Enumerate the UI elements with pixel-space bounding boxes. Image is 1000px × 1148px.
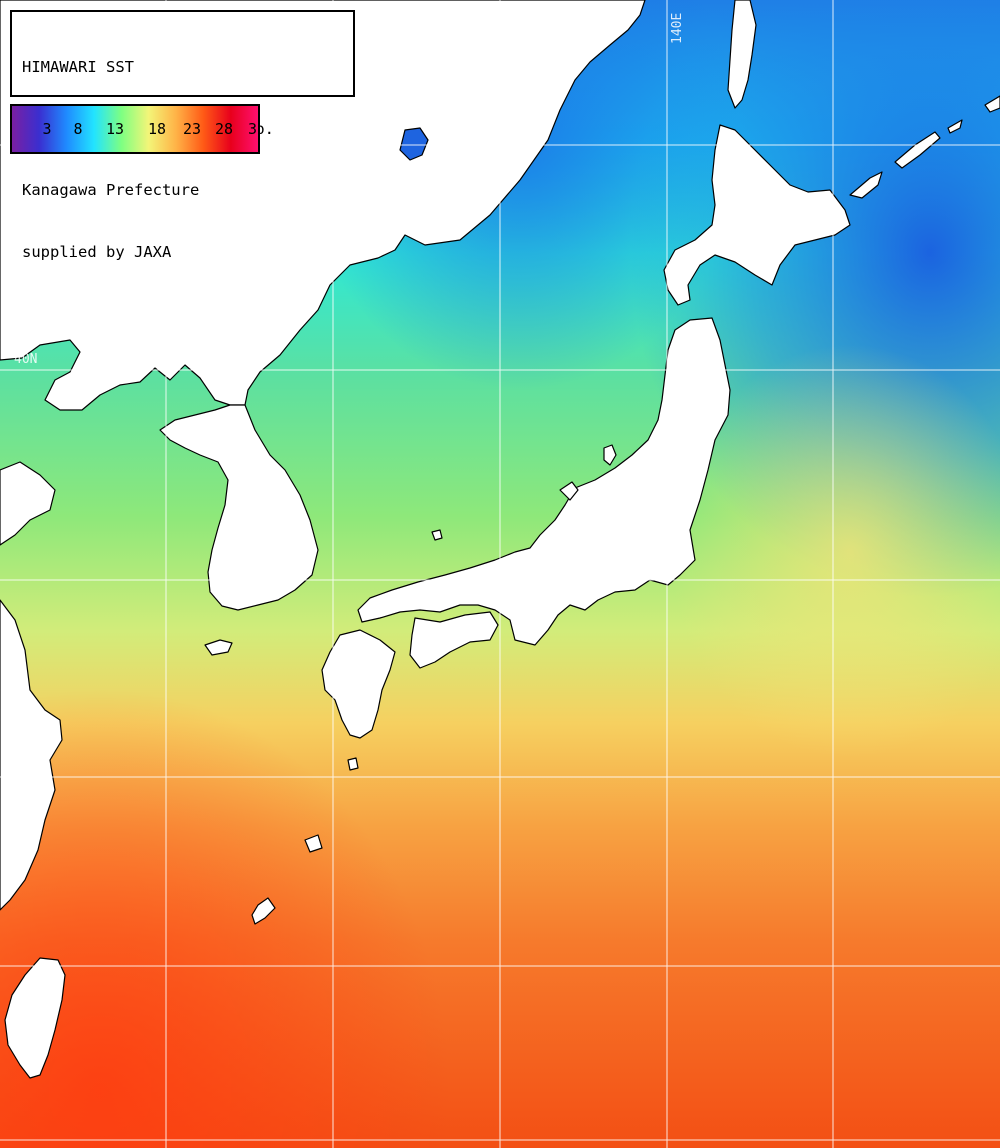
legend-label-33: 33 [247,120,258,138]
land-korea [159,404,319,611]
title-line-3: Kanagawa Prefecture [22,181,200,199]
legend-label-8: 8 [73,120,83,138]
legend-color-bar [12,106,258,152]
land-china-west [0,461,56,546]
land-taiwan [4,957,66,1079]
lat-label: 40N [14,352,38,367]
land-lake-baikal-like [399,127,429,161]
legend-label-23: 23 [182,120,202,138]
legend-label-28: 28 [214,120,234,138]
land-kuril-3 [947,119,963,134]
land-kyushu [321,629,396,739]
land-china-east [0,599,63,911]
land-amami [304,834,323,853]
lon-label: 140E [670,12,685,44]
title-box: HIMAWARI SST ~2025/05/21(UTC) Week Comp.… [10,10,355,261]
land-sakhalin [727,0,757,109]
legend-label-13: 13 [105,120,125,138]
land-kuril-4 [984,95,1000,113]
title-line-4: supplied by JAXA [22,242,172,261]
legend-labels: 3 8 13 18 23 28 33 [12,120,258,140]
land [0,0,1000,1079]
land-noto [559,481,579,501]
land-oki [431,529,443,541]
land-shikoku [409,611,499,669]
land-okinawa [251,897,276,925]
land-tanegashima [347,757,359,771]
land-honshu [357,317,731,646]
legend-label-3: 3 [42,120,52,138]
land-hokkaido [663,124,851,306]
land-mainland-north [0,0,646,411]
land-jeju [204,639,233,656]
legend-label-18: 18 [147,120,167,138]
title-line-1: HIMAWARI SST [22,58,134,76]
land-sado [603,444,617,466]
land-kuril-1 [849,171,883,199]
color-legend: 3 8 13 18 23 28 33 [10,104,260,154]
